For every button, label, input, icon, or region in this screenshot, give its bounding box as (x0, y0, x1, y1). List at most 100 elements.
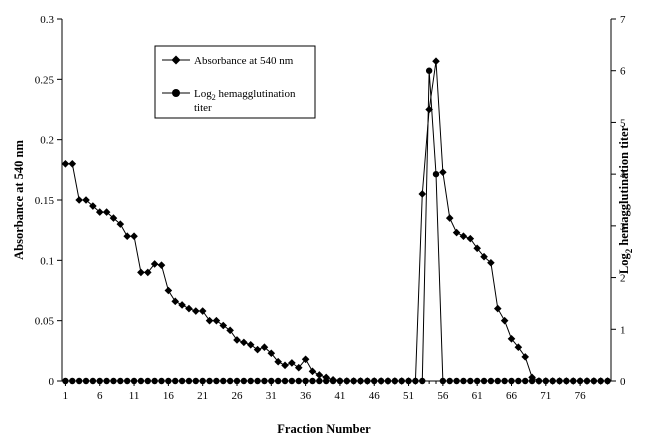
series-2-point-circle (453, 377, 460, 385)
series-2-point-circle (295, 377, 302, 385)
series-2-point-circle (247, 377, 254, 385)
series-2-point-circle (515, 377, 522, 385)
series-2-point-circle (391, 377, 399, 385)
series-1-point-diamond (205, 316, 214, 325)
series-1-point-diamond (157, 261, 166, 269)
series-1-point-diamond (253, 345, 262, 354)
y-tick-label-right: 0 (620, 376, 626, 388)
series-2-point-circle (261, 377, 268, 385)
series-2-point-circle (220, 377, 227, 385)
series-2-point-circle (446, 377, 453, 385)
series-1-point-diamond (452, 228, 461, 237)
series-1-point-diamond (192, 307, 200, 315)
series-2-point-circle (494, 377, 501, 385)
series-1-point-diamond (219, 321, 228, 330)
series-1-point-diamond (281, 361, 289, 370)
x-tick-label: 6 (97, 390, 103, 402)
series-2-point-circle (460, 377, 467, 385)
x-axis-title: Fraction Number (277, 422, 371, 436)
series-1-point-diamond (308, 367, 317, 376)
series-2-point-circle (467, 377, 474, 385)
series-1-point-diamond (61, 160, 70, 168)
series-2-point-circle (570, 377, 577, 385)
series-2-point-circle (583, 377, 591, 385)
series-2-point-circle (522, 377, 529, 385)
series-1-point-diamond (178, 301, 186, 309)
x-tick-label: 56 (437, 390, 449, 402)
series-1-point-diamond (123, 232, 131, 240)
legend-circle-icon (172, 89, 180, 97)
legend-item-absorbance: Absorbance at 540 nm (162, 55, 294, 67)
y-axis-title-right: Log2 hemagglutination titer (617, 125, 634, 274)
series-2-point-circle (144, 377, 151, 385)
series-2-point-circle (226, 377, 234, 385)
legend-item-titer: Log2 hemagglutination titer (162, 88, 296, 114)
series-1-point-diamond (226, 326, 234, 335)
series-1-point-diamond (267, 349, 276, 358)
series-2-point-circle (165, 377, 172, 385)
y-tick-label-left: 0.1 (40, 255, 54, 267)
series-1-point-diamond (459, 232, 468, 240)
series-2-point-circle (323, 377, 330, 385)
series-1-point-diamond (473, 244, 481, 253)
series-2-point-circle (590, 377, 598, 385)
series-2-point-circle (473, 377, 481, 385)
series-2-point-circle (576, 377, 584, 385)
series-2-point-circle (274, 377, 282, 385)
series-2-point-circle (158, 377, 165, 385)
series-2-point-circle (597, 377, 604, 385)
series-2-point-circle (130, 377, 138, 385)
series-2-point-circle (89, 377, 97, 385)
y-tick-label-left: 0.05 (35, 316, 55, 328)
series-1-point-diamond (274, 357, 282, 366)
series-1-point-diamond (240, 338, 248, 347)
legend-label-titer-line2: titer (194, 102, 212, 114)
series-2-point-circle (117, 377, 124, 385)
series-2-point-circle (487, 377, 495, 385)
series-1-point-diamond (95, 208, 104, 216)
x-tick-label: 21 (197, 390, 208, 402)
series-2-point-circle (329, 377, 337, 385)
x-tick-label: 1 (63, 390, 69, 402)
series-1-point-diamond (246, 341, 255, 349)
series-2-point-circle (480, 377, 488, 385)
series-1-point-diamond (185, 304, 193, 313)
series-2-point-circle (233, 377, 241, 385)
series-1-point-diamond (315, 371, 324, 379)
series-2-point-circle (556, 377, 563, 385)
legend-label-titer: Log2 hemagglutination (194, 88, 296, 102)
y-axis-title-right-subscript: 2 (624, 248, 634, 253)
series-2-point-circle (535, 377, 543, 385)
y-axis-title-right-prefix: Log (617, 253, 631, 275)
series-1-point-diamond (260, 343, 269, 352)
x-tick-label: 66 (506, 390, 518, 402)
series-2-point-circle (563, 377, 570, 385)
series-2-point-circle (377, 377, 385, 385)
y-tick-label-right: 6 (620, 66, 626, 78)
x-tick-label: 11 (129, 390, 140, 402)
series-2-point-circle (206, 377, 213, 385)
x-tick-label: 61 (472, 390, 483, 402)
y-tick-label-left: 0.2 (40, 135, 54, 147)
series-1-point-diamond (507, 334, 516, 343)
series-2-point-circle (254, 377, 261, 385)
series-2-point-circle (371, 377, 378, 385)
series-1-point-diamond (198, 307, 207, 315)
series-1-point-diamond (89, 202, 97, 210)
y-tick-label-right: 4 (620, 169, 626, 181)
series-2-point-circle (425, 67, 433, 74)
series-2-point-circle (549, 377, 556, 385)
series-2-point-circle (528, 377, 536, 385)
series-2-point-circle (350, 377, 357, 385)
series-2-point-circle (62, 377, 69, 385)
series-2-point-circle (412, 377, 419, 385)
series-2-point-circle (508, 377, 515, 385)
y-tick-label-right: 7 (620, 14, 626, 26)
series-2-point-circle (419, 377, 426, 385)
x-tick-label: 26 (231, 390, 243, 402)
series-2-point-circle (110, 377, 117, 385)
x-tick-label: 36 (300, 390, 312, 402)
y-tick-label-left: 0.25 (35, 74, 55, 86)
